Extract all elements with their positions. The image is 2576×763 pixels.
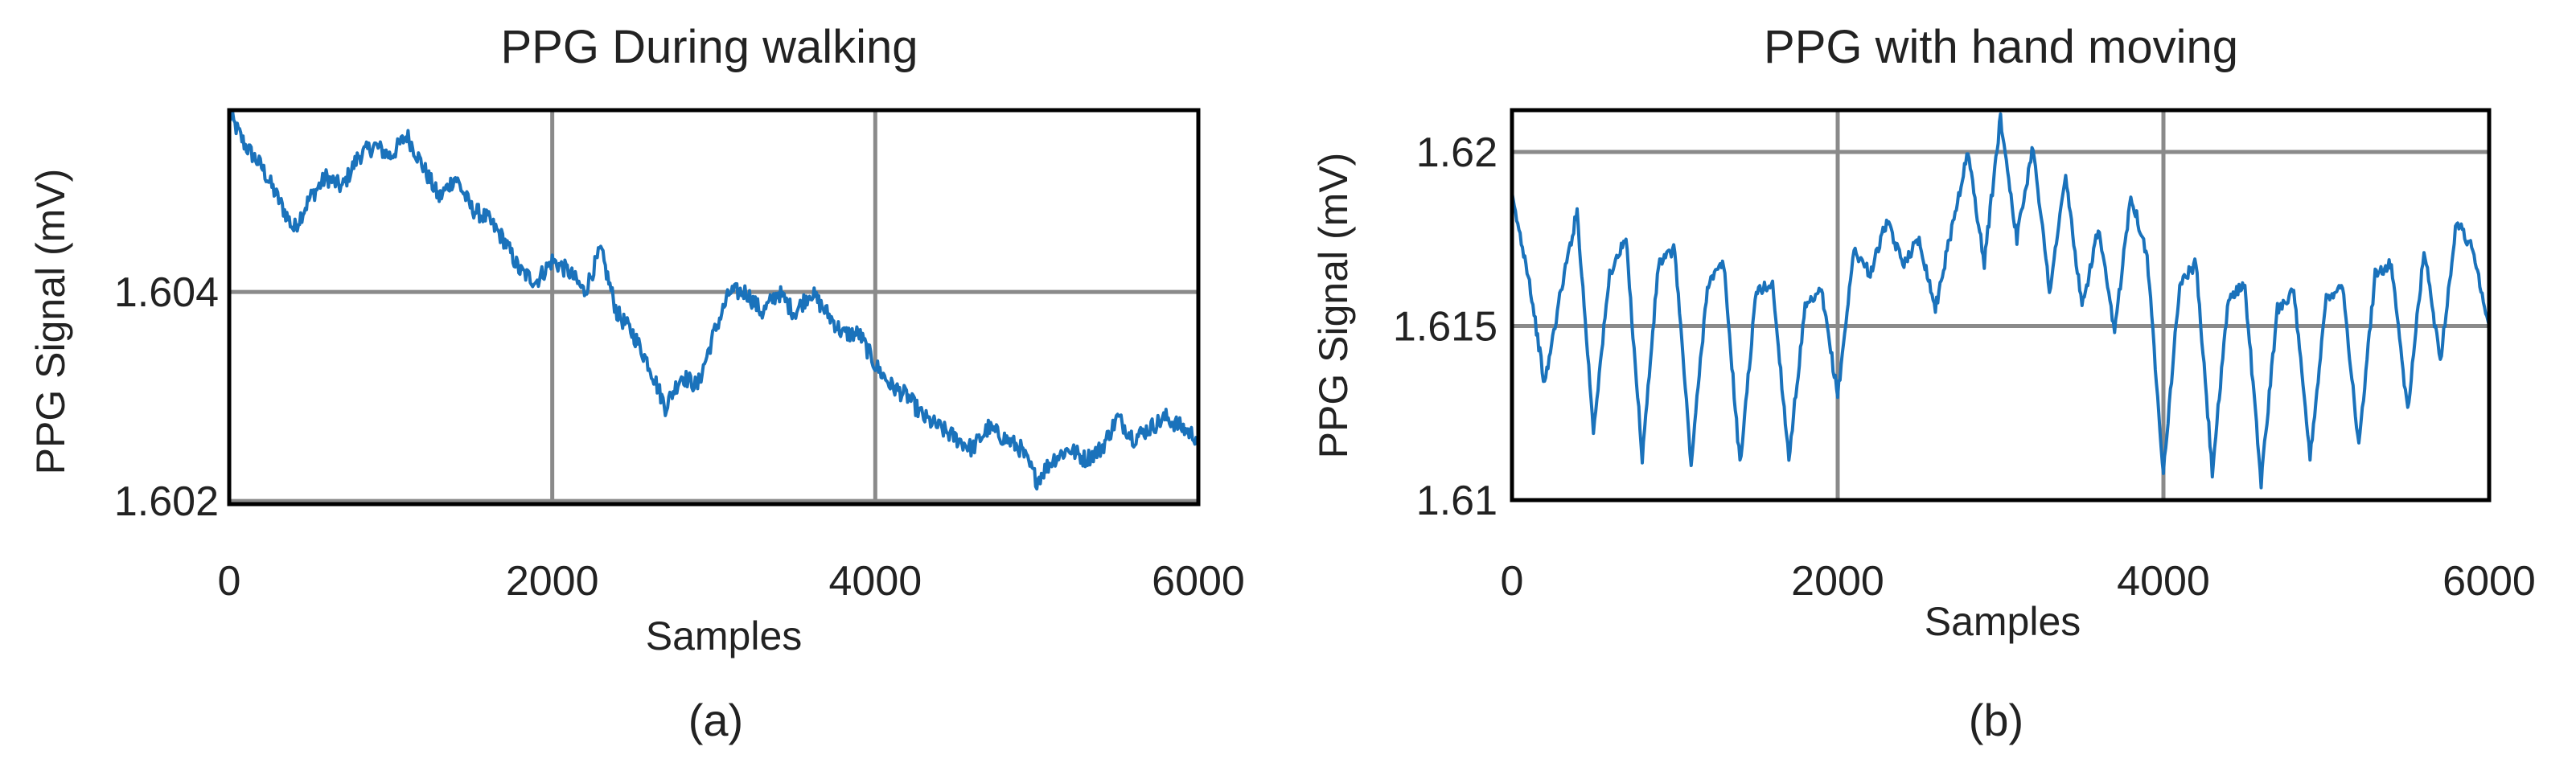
chart-b-y-axis-label: PPG Signal (mV) — [1311, 153, 1356, 459]
chart-b-y-tick-label: 1.615 — [1393, 303, 1498, 350]
chart-b-x-tick-label: 4000 — [2117, 558, 2210, 605]
chart-a-y-tick-label: 1.604 — [114, 269, 219, 316]
chart-a-y-axis-label: PPG Signal (mV) — [28, 169, 73, 475]
chart-a-x-tick-label: 6000 — [1152, 558, 1245, 605]
chart-b-plot-frame — [1510, 108, 2492, 503]
chart-a-caption: (a) — [688, 695, 743, 745]
chart-b-x-axis-label: Samples — [1925, 599, 2081, 644]
chart-b-y-tick-label: 1.61 — [1416, 478, 1498, 524]
chart-b-caption: (b) — [1969, 695, 2023, 745]
chart-a-x-tick-label: 2000 — [506, 558, 599, 605]
chart-b-grid — [1512, 110, 2489, 503]
chart-a-series — [228, 110, 1200, 491]
chart-a-title: PPG During walking — [501, 21, 918, 73]
chart-b-y-tick-label: 1.62 — [1416, 129, 1498, 176]
chart-a-x-axis-label: Samples — [646, 613, 803, 658]
chart-b-y-ticks: 1.61 1.615 1.62 — [1393, 129, 1498, 524]
chart-b-series-line — [1510, 112, 2491, 490]
chart-a-plot-frame — [227, 108, 1201, 507]
chart-b-x-tick-label: 6000 — [2442, 558, 2536, 605]
chart-a-x-tick-label: 4000 — [828, 558, 922, 605]
chart-a-y-tick-label: 1.602 — [114, 478, 219, 525]
chart-b: PPG with hand moving 1.61 1.615 1.62 0 2000… — [1311, 21, 2536, 745]
chart-b-x-ticks: 0 2000 4000 6000 — [1501, 558, 2536, 605]
chart-a-grid — [229, 110, 1198, 504]
chart-b-series — [1510, 112, 2491, 490]
chart-a: PPG During walking 1.602 1.604 0 2000 4000 6… — [28, 21, 1245, 745]
chart-b-title: PPG with hand moving — [1764, 21, 2238, 73]
chart-b-x-tick-label: 2000 — [1791, 558, 1884, 605]
chart-b-x-tick-label: 0 — [1501, 558, 1524, 605]
chart-a-x-ticks: 0 2000 4000 6000 — [218, 558, 1245, 605]
chart-a-x-tick-label: 0 — [218, 558, 241, 605]
chart-a-series-line — [228, 110, 1200, 491]
chart-a-y-ticks: 1.602 1.604 — [114, 269, 219, 525]
